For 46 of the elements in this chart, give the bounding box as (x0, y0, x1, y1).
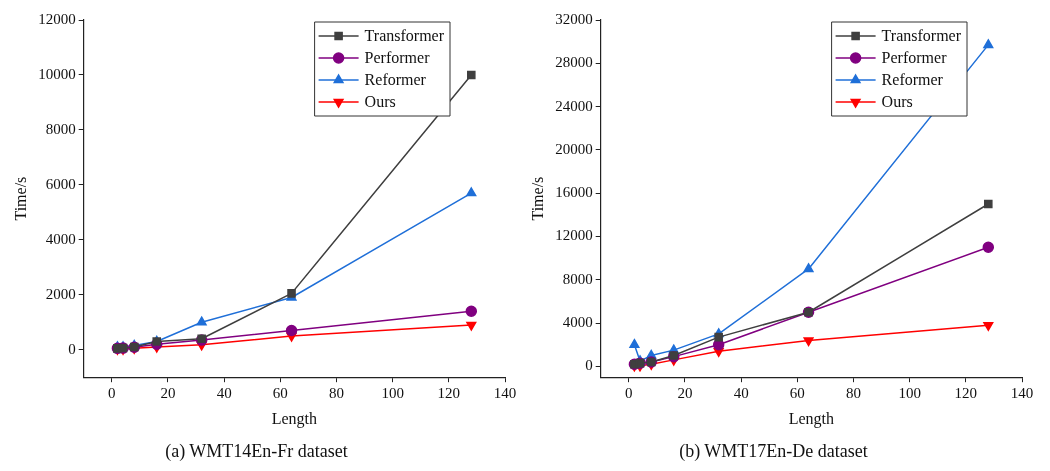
x-tick-label: 40 (216, 385, 232, 402)
y-tick-label: 8000 (45, 120, 76, 137)
text: (a) WMT14En-Fr dataset (165, 440, 348, 462)
x-axis-title: Length (788, 410, 835, 428)
legend-label: Performer (881, 49, 948, 67)
x-tick-label: 40 (733, 385, 749, 402)
legend-label: Reformer (881, 71, 944, 89)
x-tick-label: 140 (1010, 385, 1034, 402)
legend-label: Transformer (881, 27, 962, 45)
y-tick-label: 28000 (555, 54, 593, 71)
y-axis-title: Time/s (11, 176, 29, 221)
y-axis-title: Time/s (528, 176, 546, 221)
x-axis-title: Length (271, 410, 318, 428)
x-tick-label: 60 (789, 385, 805, 402)
legend-label: Ours (364, 93, 396, 111)
legend-label: Performer (364, 49, 431, 67)
y-tick-label: 0 (68, 340, 76, 357)
legend-label: Reformer (364, 71, 427, 89)
x-tick-label: 80 (845, 385, 861, 402)
text: (b) WMT17En-De dataset (679, 440, 868, 462)
legend-label: Ours (881, 93, 913, 111)
y-tick-label: 10000 (38, 65, 76, 82)
y-tick-label: 4000 (562, 314, 593, 331)
x-tick-label: 140 (493, 385, 517, 402)
y-tick-label: 24000 (555, 97, 593, 114)
x-tick-label: 60 (272, 385, 288, 402)
x-tick-label: 120 (437, 385, 461, 402)
y-tick-label: 16000 (555, 184, 593, 201)
x-tick-label: 20 (160, 385, 176, 402)
y-tick-label: 8000 (562, 270, 593, 287)
x-tick-label: 100 (381, 385, 404, 402)
y-tick-label: 6000 (45, 175, 76, 192)
x-tick-label: 100 (898, 385, 921, 402)
x-tick-label: 120 (954, 385, 978, 402)
x-tick-label: 20 (677, 385, 693, 402)
x-tick-label: 80 (328, 385, 344, 402)
y-tick-label: 20000 (555, 140, 593, 157)
y-tick-label: 12000 (555, 227, 593, 244)
y-tick-label: 4000 (45, 230, 76, 247)
y-tick-label: 32000 (555, 10, 593, 27)
y-tick-label: 2000 (45, 285, 76, 302)
legend-label: Transformer (364, 27, 445, 45)
y-tick-label: 12000 (38, 10, 76, 27)
x-tick-label: 0 (108, 385, 116, 402)
y-tick-label: 0 (585, 357, 593, 374)
x-tick-label: 0 (625, 385, 633, 402)
